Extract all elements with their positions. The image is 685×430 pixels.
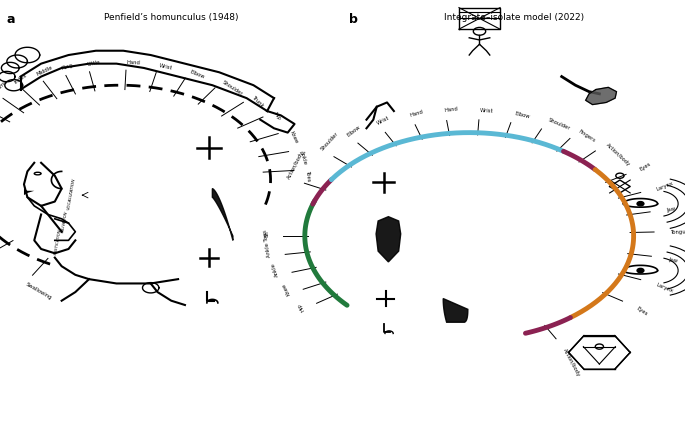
Text: Index: Index <box>13 72 28 85</box>
Polygon shape <box>24 189 34 196</box>
Text: Toes: Toes <box>305 170 311 182</box>
Text: Jaw: Jaw <box>667 206 676 212</box>
Polygon shape <box>586 88 616 105</box>
Text: Penfield’s homunculus (1948): Penfield’s homunculus (1948) <box>104 13 238 22</box>
Text: Hand: Hand <box>126 60 140 65</box>
Text: Elbow: Elbow <box>346 124 362 137</box>
Text: Swallowing: Swallowing <box>25 281 53 300</box>
Text: Knee: Knee <box>288 129 299 144</box>
Text: VOCALIZATION: VOCALIZATION <box>67 177 77 210</box>
Text: Integrate–isolate model (2022): Integrate–isolate model (2022) <box>444 13 584 22</box>
Text: Shoulder: Shoulder <box>221 80 244 96</box>
Text: Wrist: Wrist <box>479 108 493 113</box>
Text: Hand: Hand <box>410 109 424 117</box>
Text: Shoulder: Shoulder <box>320 131 339 152</box>
Text: Elbow: Elbow <box>190 69 205 79</box>
Text: Hip: Hip <box>272 111 282 121</box>
Text: Action/body: Action/body <box>287 150 306 180</box>
Text: Tongue: Tongue <box>671 229 685 235</box>
Text: Ankle: Ankle <box>299 149 308 165</box>
Text: Fingers: Fingers <box>578 128 597 143</box>
Text: Action/body: Action/body <box>606 142 632 167</box>
Text: SALIVATION: SALIVATION <box>61 210 69 233</box>
Text: Shoulder: Shoulder <box>547 117 571 131</box>
Text: Ankle Toes: Ankle Toes <box>263 228 272 257</box>
Text: Eyes: Eyes <box>636 305 649 316</box>
Polygon shape <box>376 217 401 262</box>
Text: Hand: Hand <box>445 107 459 113</box>
Text: Ankle: Ankle <box>270 261 279 276</box>
Text: Wrist: Wrist <box>376 115 390 126</box>
Text: Action/body: Action/body <box>562 347 581 377</box>
Ellipse shape <box>637 202 644 206</box>
Text: MASTICATION: MASTICATION <box>54 227 62 254</box>
Text: Thumb: Thumb <box>0 78 10 95</box>
Text: Jaw: Jaw <box>668 256 677 263</box>
Text: Middle: Middle <box>36 64 54 77</box>
Text: Ring: Ring <box>61 62 74 71</box>
Text: Larynx: Larynx <box>656 282 674 293</box>
Text: Elbow: Elbow <box>514 111 530 119</box>
Text: Wrist: Wrist <box>158 62 173 70</box>
Text: Sh: Sh <box>264 230 270 236</box>
Text: Little: Little <box>87 59 101 67</box>
Polygon shape <box>212 189 233 241</box>
Polygon shape <box>443 299 468 322</box>
Text: Knee: Knee <box>281 281 291 295</box>
Text: a: a <box>7 13 15 26</box>
Text: Eyes: Eyes <box>639 161 652 172</box>
Text: Larynx: Larynx <box>656 180 674 191</box>
Text: Trunk: Trunk <box>251 95 265 109</box>
Ellipse shape <box>637 269 644 273</box>
Text: Hip: Hip <box>297 301 306 311</box>
Text: b: b <box>349 13 358 26</box>
